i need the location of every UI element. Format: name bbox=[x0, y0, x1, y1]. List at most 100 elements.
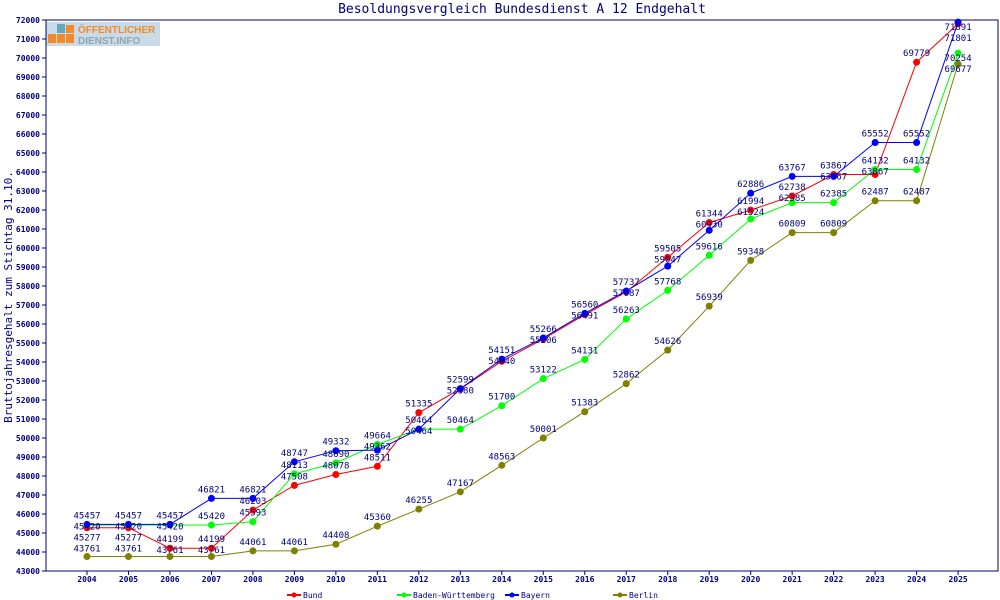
data-label: 55266 bbox=[530, 325, 557, 335]
y-axis-label: Bruttojahresgehalt zum Stichtag 31.10. bbox=[2, 171, 15, 423]
data-label: 63867 bbox=[820, 162, 847, 172]
x-tick-label: 2017 bbox=[617, 575, 636, 584]
data-point bbox=[415, 425, 423, 433]
x-tick-label: 2009 bbox=[285, 575, 304, 584]
y-tick-label: 63000 bbox=[16, 187, 40, 196]
data-label: 69677 bbox=[945, 65, 972, 75]
data-label: 64132 bbox=[903, 156, 930, 166]
data-point bbox=[249, 547, 257, 555]
chart-title: Besoldungsvergleich Bundesdienst A 12 En… bbox=[338, 2, 706, 17]
data-point bbox=[788, 229, 796, 237]
x-tick-label: 2016 bbox=[575, 575, 594, 584]
y-tick-label: 46000 bbox=[16, 510, 40, 519]
data-point bbox=[788, 199, 796, 207]
data-point bbox=[415, 409, 423, 417]
y-tick-label: 44000 bbox=[16, 548, 40, 557]
x-tick-label: 2007 bbox=[202, 575, 221, 584]
data-point bbox=[622, 315, 630, 323]
x-tick-label: 2010 bbox=[326, 575, 345, 584]
data-point bbox=[830, 199, 838, 207]
data-point bbox=[415, 505, 423, 513]
data-label: 61344 bbox=[696, 209, 723, 219]
data-point bbox=[249, 518, 257, 526]
logo: ÖFFENTLICHER DIENST.INFO bbox=[46, 22, 160, 47]
data-label: 43761 bbox=[198, 546, 225, 556]
data-label: 64132 bbox=[862, 156, 889, 166]
data-label: 45277 bbox=[73, 533, 100, 543]
series-line-1 bbox=[87, 53, 959, 526]
y-tick-label: 59000 bbox=[16, 263, 40, 272]
legend-marker bbox=[509, 592, 515, 598]
data-label: 62487 bbox=[862, 188, 889, 198]
data-label: 45457 bbox=[156, 511, 183, 521]
data-label: 45277 bbox=[115, 533, 142, 543]
y-tick-label: 68000 bbox=[16, 92, 40, 101]
data-point bbox=[332, 471, 340, 479]
data-point bbox=[332, 459, 340, 467]
y-tick-label: 54000 bbox=[16, 358, 40, 367]
data-label: 44061 bbox=[281, 538, 308, 548]
data-label: 53122 bbox=[530, 366, 557, 376]
data-label: 52580 bbox=[447, 387, 474, 397]
data-label: 43761 bbox=[115, 544, 142, 554]
legend: Bund Baden-Württemberg Bayern Berlin bbox=[287, 591, 658, 600]
data-label: 45420 bbox=[198, 512, 225, 522]
data-label: 63767 bbox=[779, 163, 806, 173]
data-label: 60809 bbox=[779, 220, 806, 230]
data-point bbox=[166, 520, 174, 528]
data-point bbox=[871, 171, 879, 179]
data-point bbox=[373, 446, 381, 454]
data-label: 56560 bbox=[571, 300, 598, 310]
data-point bbox=[954, 18, 962, 26]
data-point bbox=[539, 334, 547, 342]
data-point bbox=[913, 197, 921, 205]
data-point bbox=[747, 215, 755, 223]
x-tick-label: 2024 bbox=[907, 575, 926, 584]
data-point bbox=[83, 553, 91, 561]
data-label: 55206 bbox=[530, 336, 557, 346]
data-label: 61524 bbox=[737, 208, 764, 218]
y-tick-label: 50000 bbox=[16, 434, 40, 443]
legend-marker bbox=[291, 592, 297, 598]
data-label: 57737 bbox=[613, 278, 640, 288]
legend-label: Bayern bbox=[521, 591, 550, 600]
data-point bbox=[871, 197, 879, 205]
data-point bbox=[788, 172, 796, 180]
data-point bbox=[498, 355, 506, 363]
data-point bbox=[290, 547, 298, 555]
data-point bbox=[249, 494, 257, 502]
data-label: 48511 bbox=[364, 453, 391, 463]
data-point bbox=[166, 553, 174, 561]
data-label: 52862 bbox=[613, 371, 640, 381]
data-label: 45420 bbox=[156, 522, 183, 532]
y-tick-label: 69000 bbox=[16, 73, 40, 82]
data-label: 50464 bbox=[405, 427, 432, 437]
data-point bbox=[498, 461, 506, 469]
data-label: 71891 bbox=[945, 23, 972, 33]
y-tick-label: 51000 bbox=[16, 415, 40, 424]
data-label: 56939 bbox=[696, 293, 723, 303]
y-tick-label: 48000 bbox=[16, 472, 40, 481]
data-point bbox=[664, 346, 672, 354]
data-point bbox=[871, 165, 879, 173]
data-label: 45360 bbox=[364, 513, 391, 523]
data-point bbox=[83, 520, 91, 528]
data-point bbox=[664, 262, 672, 270]
data-point bbox=[913, 139, 921, 147]
x-tick-label: 2020 bbox=[741, 575, 760, 584]
data-point bbox=[207, 494, 215, 502]
data-point bbox=[705, 226, 713, 234]
data-label: 45420 bbox=[115, 522, 142, 532]
y-tick-label: 61000 bbox=[16, 225, 40, 234]
data-point bbox=[207, 544, 215, 552]
data-label: 54040 bbox=[488, 357, 515, 367]
svg-text:DIENST.INFO: DIENST.INFO bbox=[78, 36, 140, 47]
data-point bbox=[788, 192, 796, 200]
data-label: 57768 bbox=[654, 277, 681, 287]
y-tick-label: 47000 bbox=[16, 491, 40, 500]
data-label: 48113 bbox=[281, 461, 308, 471]
data-point bbox=[539, 375, 547, 383]
data-label: 62738 bbox=[779, 183, 806, 193]
data-label: 48690 bbox=[322, 450, 349, 460]
